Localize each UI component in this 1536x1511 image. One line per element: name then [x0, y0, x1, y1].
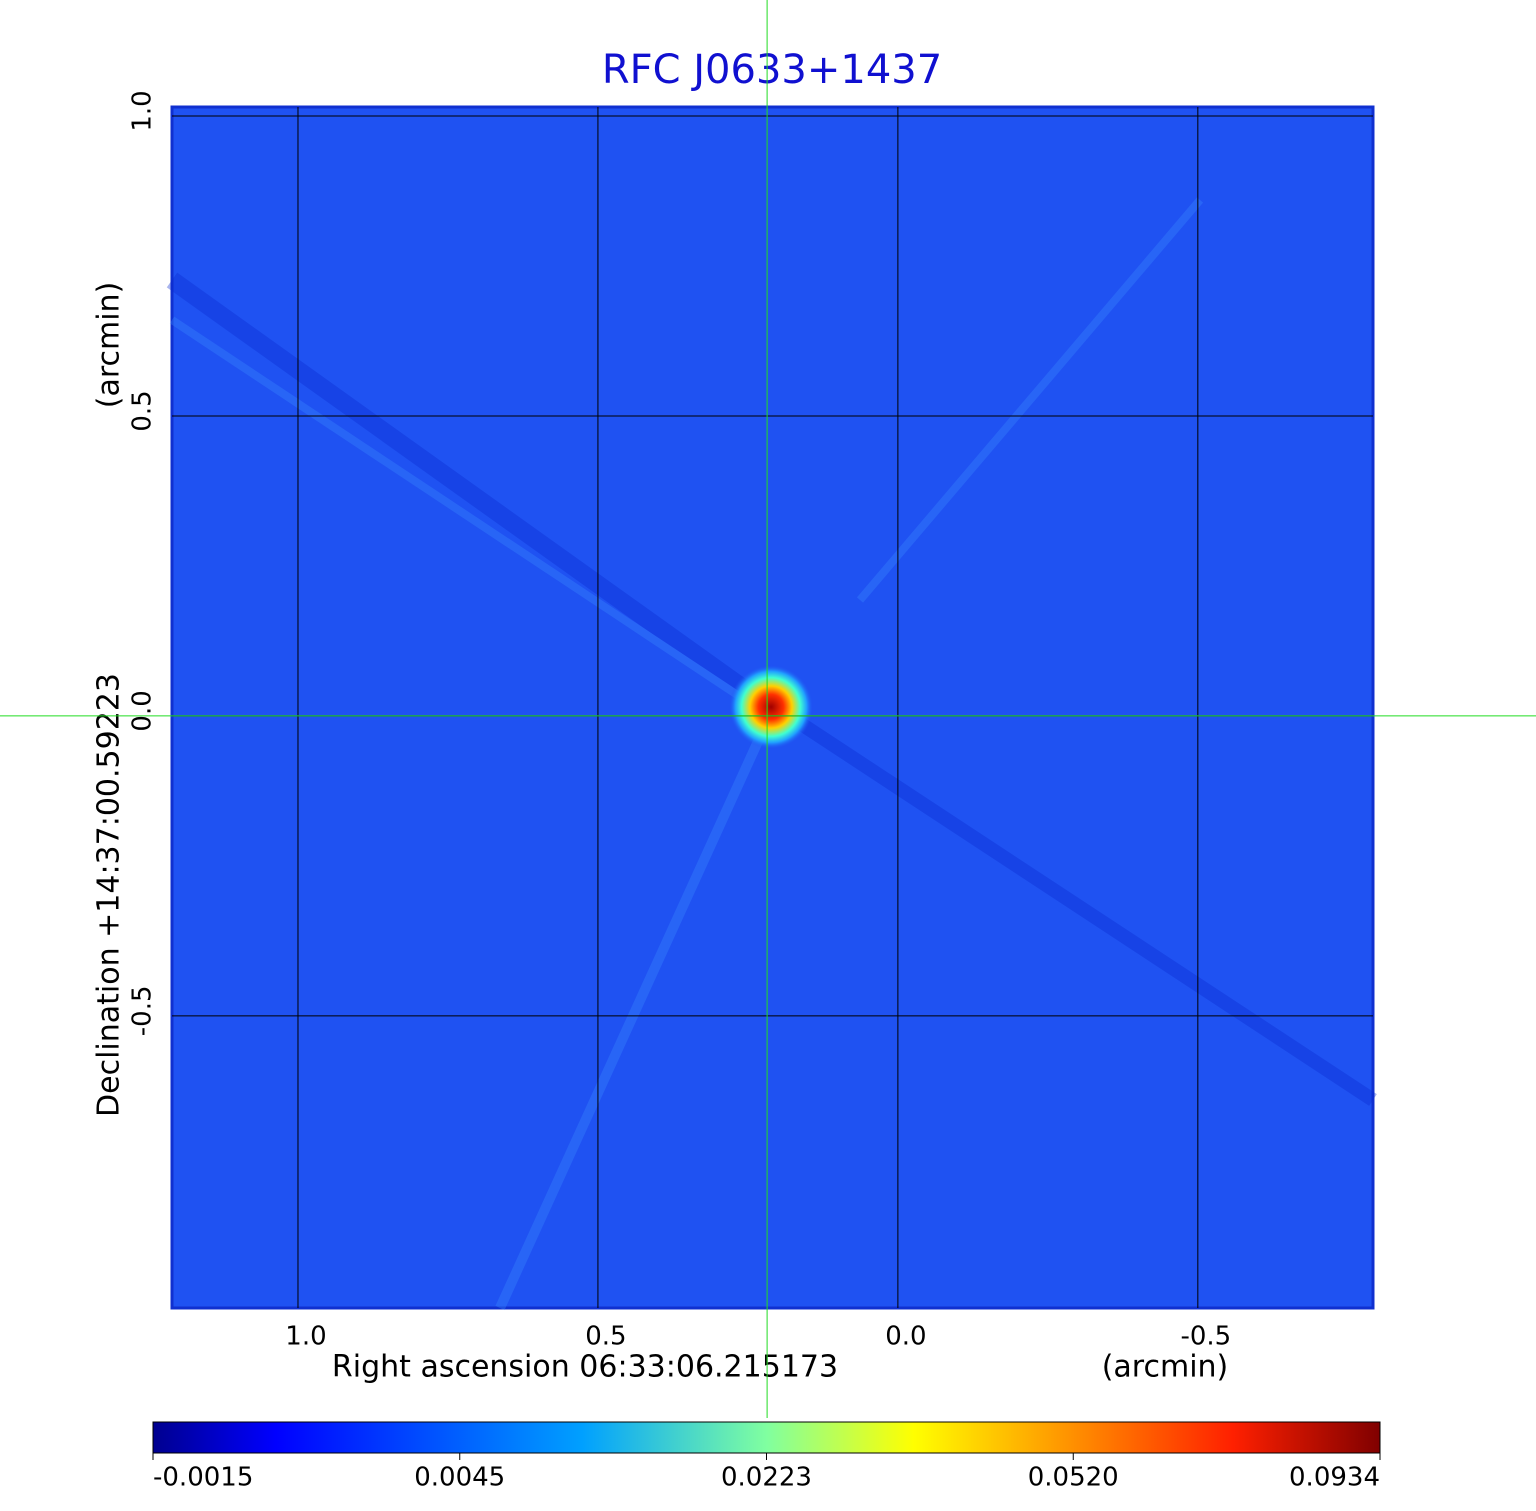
x-tick-label: 0.0 [885, 1322, 926, 1352]
colorbar-tick-label: 0.0934 [1289, 1463, 1380, 1493]
x-tick-label: -0.5 [1180, 1322, 1231, 1352]
y-unit-label: (arcmin) [92, 282, 127, 409]
y-tick-label: 1.0 [128, 90, 158, 131]
colorbar-tick-label: 0.0045 [414, 1463, 505, 1493]
image-streaks [166, 197, 1377, 1311]
colorbar-tick-label: 0.0520 [1028, 1463, 1119, 1493]
y-tick-label: 0.5 [128, 390, 158, 431]
chart-title: RFC J0633+1437 [602, 47, 942, 93]
x-unit-label: (arcmin) [1102, 1350, 1229, 1385]
x-tick-label: 1.0 [285, 1322, 326, 1352]
colorbar-tick-label: -0.0015 [153, 1463, 253, 1493]
colorbar [152, 1421, 1381, 1454]
x-axis-label: Right ascension 06:33:06.215173 [332, 1350, 838, 1385]
x-tick-label: 0.5 [585, 1322, 626, 1352]
source [729, 665, 813, 749]
y-tick-label: -0.5 [128, 985, 158, 1036]
y-axis-label: Declination +14:37:00.59223 [92, 673, 127, 1117]
y-tick-label: 0.0 [128, 690, 158, 731]
colorbar-tick-label: 0.0223 [721, 1463, 812, 1493]
